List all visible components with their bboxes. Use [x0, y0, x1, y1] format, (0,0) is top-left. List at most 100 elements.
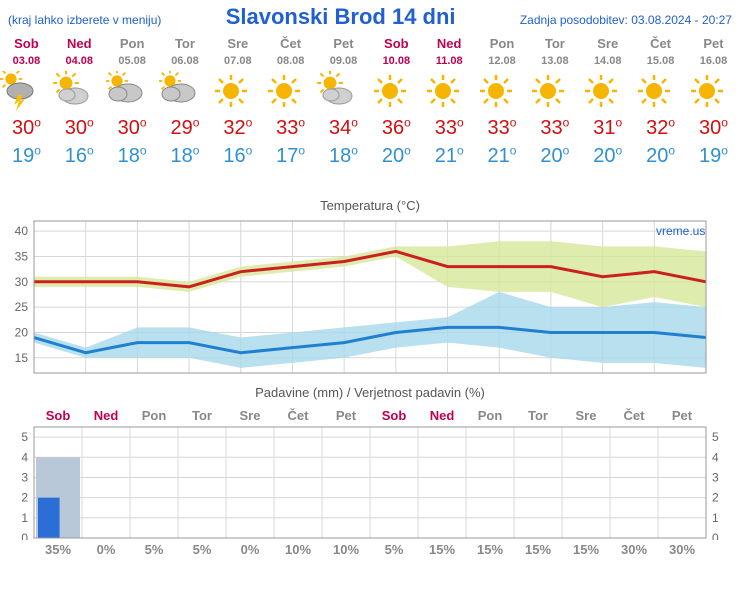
temp-low: 18o — [317, 142, 370, 171]
precip-day-label: Tor — [514, 406, 562, 425]
day-name: Pon — [106, 34, 159, 53]
precip-day-label: Tor — [178, 406, 226, 425]
day-date: 13.08 — [528, 53, 581, 69]
weather-icon — [0, 69, 53, 113]
temperature-chart-block: Temperatura (°C) 152025303540vreme.us — [0, 194, 740, 377]
weather-icon — [528, 69, 581, 113]
temp-high: 33o — [264, 113, 317, 142]
day-date: 09.08 — [317, 53, 370, 69]
forecast-table: SobNedPonTorSreČetPetSobNedPonTorSreČetP… — [0, 34, 740, 170]
temp-low: 18o — [106, 142, 159, 171]
precip-day-label: Sre — [226, 406, 274, 425]
precip-day-row: SobNedPonTorSreČetPetSobNedPonTorSreČetP… — [0, 406, 740, 425]
svg-text:5: 5 — [21, 430, 28, 444]
temp-high: 32o — [211, 113, 264, 142]
day-name: Tor — [159, 34, 212, 53]
precip-probability: 15% — [466, 542, 514, 557]
temperature-chart: 152025303540vreme.us — [0, 217, 740, 377]
precip-day-label: Ned — [82, 406, 130, 425]
temp-low: 19o — [687, 142, 740, 171]
precip-probability: 10% — [274, 542, 322, 557]
svg-text:20: 20 — [15, 326, 29, 340]
day-date: 15.08 — [634, 53, 687, 69]
day-date: 03.08 — [0, 53, 53, 69]
precip-probability: 10% — [322, 542, 370, 557]
precip-probability: 30% — [610, 542, 658, 557]
precip-probability: 5% — [178, 542, 226, 557]
precip-chart-block: Padavine (mm) / Verjetnost padavin (%) S… — [0, 381, 740, 557]
day-name: Pet — [317, 34, 370, 53]
temp-low: 19o — [0, 142, 53, 171]
svg-text:25: 25 — [15, 300, 29, 314]
weather-icon — [476, 69, 529, 113]
precip-probability: 15% — [562, 542, 610, 557]
svg-text:3: 3 — [712, 471, 719, 485]
precip-day-label: Čet — [610, 406, 658, 425]
temp-low: 17o — [264, 142, 317, 171]
day-date: 06.08 — [159, 53, 212, 69]
weather-icon — [211, 69, 264, 113]
precip-probability: 15% — [514, 542, 562, 557]
temp-high: 30o — [53, 113, 106, 142]
svg-text:30: 30 — [15, 275, 29, 289]
temp-high: 29o — [159, 113, 212, 142]
svg-text:4: 4 — [712, 451, 719, 465]
precip-probability: 35% — [34, 542, 82, 557]
precip-day-label: Pet — [322, 406, 370, 425]
weather-icon — [159, 69, 212, 113]
day-name: Sre — [581, 34, 634, 53]
day-name: Čet — [634, 34, 687, 53]
precip-chart: 001122334455 — [0, 425, 740, 540]
day-date: 10.08 — [370, 53, 423, 69]
precip-day-label: Sob — [370, 406, 418, 425]
temp-low: 20o — [581, 142, 634, 171]
svg-text:1: 1 — [712, 511, 719, 525]
temp-high: 33o — [423, 113, 476, 142]
day-name: Čet — [264, 34, 317, 53]
svg-text:0: 0 — [21, 531, 28, 540]
day-name: Pet — [687, 34, 740, 53]
day-name: Pon — [476, 34, 529, 53]
day-date: 07.08 — [211, 53, 264, 69]
precip-probability: 0% — [226, 542, 274, 557]
day-date: 04.08 — [53, 53, 106, 69]
weather-icon — [423, 69, 476, 113]
svg-text:40: 40 — [15, 224, 29, 238]
temp-high: 34o — [317, 113, 370, 142]
svg-text:15: 15 — [15, 351, 29, 365]
precip-day-label: Pon — [466, 406, 514, 425]
precip-chart-title: Padavine (mm) / Verjetnost padavin (%) — [0, 381, 740, 404]
day-name: Sre — [211, 34, 264, 53]
day-date: 14.08 — [581, 53, 634, 69]
precip-prob-row: 35%0%5%5%0%10%10%5%15%15%15%15%30%30% — [0, 542, 740, 557]
precip-probability: 0% — [82, 542, 130, 557]
temp-high: 32o — [634, 113, 687, 142]
svg-text:35: 35 — [15, 250, 29, 264]
page-title: Slavonski Brod 14 dni — [226, 4, 456, 30]
svg-text:3: 3 — [21, 471, 28, 485]
day-date: 16.08 — [687, 53, 740, 69]
menu-hint: (kraj lahko izberete v meniju) — [8, 13, 161, 27]
temp-low: 21o — [423, 142, 476, 171]
temp-chart-title: Temperatura (°C) — [0, 194, 740, 217]
day-name: Sob — [0, 34, 53, 53]
day-date: 12.08 — [476, 53, 529, 69]
temp-high: 30o — [0, 113, 53, 142]
day-name: Ned — [423, 34, 476, 53]
svg-text:2: 2 — [21, 491, 28, 505]
temp-low: 20o — [528, 142, 581, 171]
temp-high: 33o — [476, 113, 529, 142]
temp-low: 20o — [370, 142, 423, 171]
updated-label: Zadnja posodobitev: 03.08.2024 - 20:27 — [520, 13, 732, 27]
temp-low: 16o — [53, 142, 106, 171]
precip-day-label: Ned — [418, 406, 466, 425]
day-name: Sob — [370, 34, 423, 53]
svg-text:0: 0 — [712, 531, 719, 540]
day-date: 08.08 — [264, 53, 317, 69]
weather-icon — [317, 69, 370, 113]
weather-icon — [687, 69, 740, 113]
weather-icon — [370, 69, 423, 113]
svg-text:5: 5 — [712, 430, 719, 444]
weather-icon — [264, 69, 317, 113]
header: (kraj lahko izberete v meniju) Slavonski… — [0, 0, 740, 34]
